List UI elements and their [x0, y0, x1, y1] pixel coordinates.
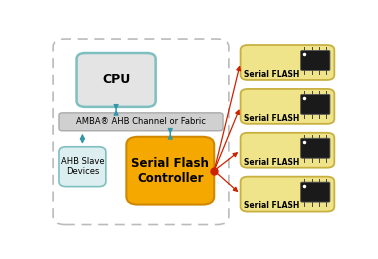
Text: Serial FLASH: Serial FLASH	[243, 158, 299, 167]
FancyBboxPatch shape	[126, 137, 214, 205]
FancyBboxPatch shape	[301, 138, 330, 158]
FancyBboxPatch shape	[301, 51, 330, 70]
FancyBboxPatch shape	[240, 89, 334, 124]
Text: AMBA® AHB Channel or Fabric: AMBA® AHB Channel or Fabric	[76, 117, 206, 126]
Text: AHB Slave
Devices: AHB Slave Devices	[60, 157, 104, 176]
Text: Serial FLASH: Serial FLASH	[243, 70, 299, 79]
Text: CPU: CPU	[102, 74, 130, 87]
Text: Serial FLASH: Serial FLASH	[243, 114, 299, 123]
Text: Serial FLASH: Serial FLASH	[243, 202, 299, 211]
FancyBboxPatch shape	[240, 177, 334, 212]
FancyBboxPatch shape	[240, 133, 334, 168]
FancyBboxPatch shape	[76, 53, 156, 107]
Text: Serial Flash
Controller: Serial Flash Controller	[131, 157, 209, 185]
FancyBboxPatch shape	[59, 147, 106, 187]
FancyBboxPatch shape	[59, 113, 223, 131]
FancyBboxPatch shape	[240, 45, 334, 80]
FancyBboxPatch shape	[301, 182, 330, 202]
FancyBboxPatch shape	[301, 94, 330, 114]
